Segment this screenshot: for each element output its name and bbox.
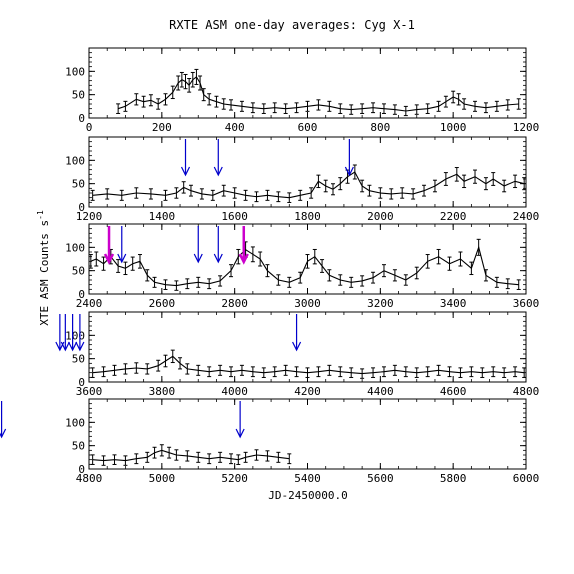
y-tick-label: 100 (65, 416, 85, 429)
x-tick-label: 1200 (513, 121, 540, 134)
y-tick-label: 0 (78, 288, 85, 301)
x-tick-label: 4800 (513, 385, 540, 398)
x-tick-label: 0 (86, 121, 93, 134)
x-tick-label: 6000 (513, 472, 540, 485)
x-tick-label: 5000 (149, 472, 176, 485)
x-tick-label: 5800 (440, 472, 467, 485)
x-tick-label: 2800 (221, 297, 248, 310)
y-tick-label: 0 (78, 463, 85, 476)
y-tick-label: 50 (72, 440, 85, 453)
x-axis-label: JD-2450000.0 (268, 489, 347, 502)
x-tick-label: 800 (370, 121, 390, 134)
blue-arrow-head (213, 166, 223, 177)
panel-frame (88, 136, 527, 208)
x-tick-label: 200 (152, 121, 172, 134)
chart-title: RXTE ASM one-day averages: Cyg X-1 (169, 18, 415, 32)
blue-arrow-head (60, 341, 70, 352)
y-tick-label: 0 (78, 201, 85, 214)
blue-arrow-head (68, 341, 78, 352)
panel-3: 2400 2600 2800 3000 3200 3400 3600 0 50 100 (65, 223, 540, 310)
x-tick-label: 3600 (76, 385, 103, 398)
x-tick-label: 4800 (76, 472, 103, 485)
y-axis-label-unit: -1 (36, 210, 45, 220)
x-tick-label: 4600 (440, 385, 467, 398)
x-tick-label: 400 (225, 121, 245, 134)
y-tick-label: 100 (65, 329, 85, 342)
x-tick-label: 1600 (221, 210, 248, 223)
y-tick-label: 50 (72, 353, 85, 366)
x-tick-label: 3600 (513, 297, 540, 310)
x-tick-label: 2000 (367, 210, 394, 223)
blue-arrow-head (235, 428, 245, 439)
blue-arrow-head (117, 253, 127, 264)
x-tick-label: 3800 (149, 385, 176, 398)
y-axis-label: XTE ASM Counts s-1 (36, 210, 51, 326)
blue-arrow-head (0, 428, 7, 439)
x-tick-label: 4400 (367, 385, 394, 398)
x-tick-label: 5200 (221, 472, 248, 485)
x-tick-label: 1400 (149, 210, 176, 223)
x-tick-label: 5600 (367, 472, 394, 485)
y-tick-label: 50 (72, 89, 85, 102)
magenta-arrow-head (238, 253, 249, 265)
x-tick-label: 2400 (513, 210, 540, 223)
panel-4: 3600 3800 4000 4200 4400 4600 4800 0 50 100 (55, 311, 540, 398)
panel-5: 4800 5000 5200 5400 5600 5800 6000 0 50 100 (0, 398, 540, 485)
x-tick-label: 2200 (440, 210, 467, 223)
y-axis-label-group: XTE ASM Counts s-1 (36, 210, 51, 326)
y-tick-label: 50 (72, 265, 85, 278)
light-curve-line (117, 76, 519, 112)
y-tick-label: 100 (65, 241, 85, 254)
x-tick-label: 2400 (76, 297, 103, 310)
blue-arrow-head (75, 341, 85, 352)
light-curve-line (92, 171, 525, 199)
x-tick-label: 1000 (440, 121, 467, 134)
y-tick-label: 0 (78, 112, 85, 125)
blue-arrow-head (344, 166, 354, 177)
panel-2: 1200 1400 1600 1800 2000 2200 2400 0 50 100 (65, 136, 540, 223)
y-tick-label: 0 (78, 376, 85, 389)
y-axis-label-text: XTE ASM Counts s (38, 220, 51, 326)
y-tick-label: 100 (65, 65, 85, 78)
x-tick-label: 4200 (294, 385, 321, 398)
x-tick-label: 3200 (367, 297, 394, 310)
x-tick-label: 4000 (221, 385, 248, 398)
x-tick-label: 5400 (294, 472, 321, 485)
x-tick-label: 3400 (440, 297, 467, 310)
panel-1: 0 200 400 600 800 1000 1200 0 50 100 (65, 47, 540, 134)
blue-arrow-head (213, 253, 223, 264)
blue-arrow-head (292, 341, 302, 352)
x-tick-label: 600 (298, 121, 318, 134)
x-tick-label: 1200 (76, 210, 103, 223)
x-tick-label: 1800 (294, 210, 321, 223)
x-tick-label: 2600 (149, 297, 176, 310)
y-tick-label: 50 (72, 178, 85, 191)
light-curve-line (92, 355, 525, 375)
x-tick-label: 3000 (294, 297, 321, 310)
y-tick-label: 100 (65, 154, 85, 167)
magenta-arrow-head (103, 253, 115, 265)
blue-arrow-head (180, 166, 191, 177)
blue-arrow-head (193, 253, 203, 264)
light-curve-line (92, 449, 290, 462)
